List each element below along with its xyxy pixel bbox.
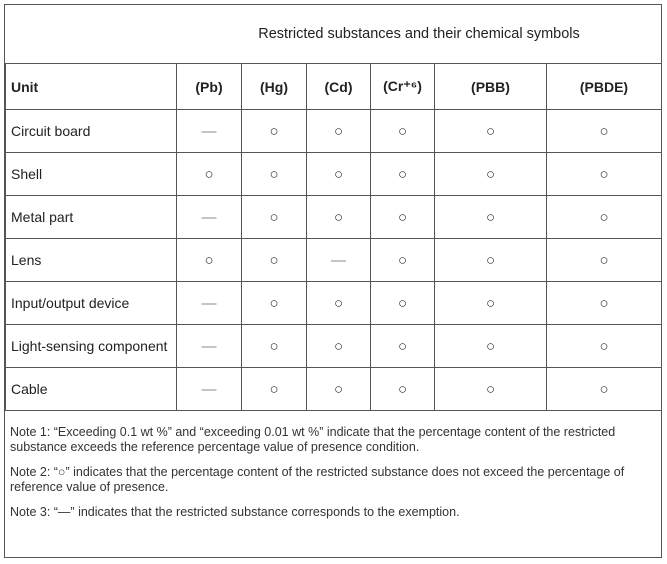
unit-cell: Shell: [5, 152, 177, 196]
symbol-cell: ○: [434, 195, 547, 239]
data-row: Input/output device — ○ ○ ○ ○ ○: [5, 281, 662, 325]
header-cell: (Hg): [241, 63, 307, 110]
symbol-cell: ○: [370, 281, 435, 325]
empty-cell: [6, 5, 177, 64]
unit-cell: Input/output device: [5, 281, 177, 325]
data-row: Shell ○ ○ ○ ○ ○ ○: [5, 152, 662, 196]
symbol-cell: ○: [241, 195, 307, 239]
note: Note 1: “Exceeding 0.1 wt %” and “exceed…: [10, 425, 616, 454]
symbol-cell: ○: [370, 238, 435, 282]
notes: Note 1: “Exceeding 0.1 wt %” and “exceed…: [10, 425, 660, 530]
symbol-cell: ○: [306, 195, 371, 239]
unit-cell: Lens: [5, 238, 177, 282]
symbol-cell: ○: [370, 324, 435, 368]
data-row: Metal part — ○ ○ ○ ○ ○: [5, 195, 662, 239]
symbol-cell: ○: [434, 109, 547, 153]
symbol-cell: ○: [434, 238, 547, 282]
symbol-cell: ○: [241, 367, 307, 411]
symbol-cell: —: [176, 367, 242, 411]
symbol-cell: ○: [241, 281, 307, 325]
symbol-cell: ○: [241, 109, 307, 153]
symbol-cell: ○: [370, 195, 435, 239]
title-row: Restricted substances and their chemical…: [6, 5, 662, 64]
symbol-cell: ○: [546, 109, 662, 153]
symbol-cell: ○: [176, 152, 242, 196]
symbol-cell: ○: [370, 152, 435, 196]
data-row: Cable — ○ ○ ○ ○ ○: [5, 367, 662, 411]
symbol-cell: —: [176, 195, 242, 239]
symbol-cell: ○: [370, 367, 435, 411]
header-cell: (Cd): [306, 63, 371, 110]
symbol-cell: ○: [434, 281, 547, 325]
table-frame: Restricted substances and their chemical…: [4, 4, 662, 558]
unit-cell: Cable: [5, 367, 177, 411]
data-row: Circuit board — ○ ○ ○ ○ ○: [5, 109, 662, 153]
symbol-cell: ○: [546, 152, 662, 196]
symbol-cell: ○: [306, 367, 371, 411]
symbol-cell: ○: [176, 238, 242, 282]
note: Note 3: “—” indicates that the restricte…: [10, 505, 460, 519]
unit-cell: Light-sensing component: [5, 324, 177, 368]
symbol-cell: ○: [306, 109, 371, 153]
header-cell: Unit: [5, 63, 177, 110]
note: Note 2: “○” indicates that the percentag…: [10, 465, 625, 494]
symbol-cell: ○: [306, 152, 371, 196]
data-row: Light-sensing component — ○ ○ ○ ○ ○: [5, 324, 662, 368]
symbol-cell: ○: [306, 324, 371, 368]
unit-cell: Metal part: [5, 195, 177, 239]
symbol-cell: ○: [546, 281, 662, 325]
table-title: Restricted substances and their chemical…: [258, 26, 580, 42]
symbol-cell: ○: [546, 367, 662, 411]
substance-table: Restricted substances and their chemical…: [5, 5, 662, 411]
symbol-cell: ○: [546, 195, 662, 239]
header-row: Unit (Pb) (Hg) (Cd) (Cr⁺⁶) (PBB) (PBDE): [5, 63, 662, 110]
symbol-cell: ○: [241, 152, 307, 196]
symbol-cell: ○: [434, 324, 547, 368]
symbol-cell: ○: [434, 367, 547, 411]
header-cell: (PBDE): [546, 63, 662, 110]
unit-cell: Circuit board: [5, 109, 177, 153]
header-cell: (Cr⁺⁶): [370, 63, 435, 110]
symbol-cell: ○: [370, 109, 435, 153]
symbol-cell: ○: [546, 238, 662, 282]
symbol-cell: ○: [546, 324, 662, 368]
symbol-cell: —: [176, 324, 242, 368]
symbol-cell: —: [176, 281, 242, 325]
symbol-cell: —: [306, 238, 371, 282]
symbol-cell: ○: [434, 152, 547, 196]
symbol-cell: —: [176, 109, 242, 153]
symbol-cell: ○: [241, 238, 307, 282]
header-cell: (Pb): [176, 63, 242, 110]
symbol-cell: ○: [306, 281, 371, 325]
data-row: Lens ○ ○ — ○ ○ ○: [5, 238, 662, 282]
header-cell: (PBB): [434, 63, 547, 110]
symbol-cell: ○: [241, 324, 307, 368]
